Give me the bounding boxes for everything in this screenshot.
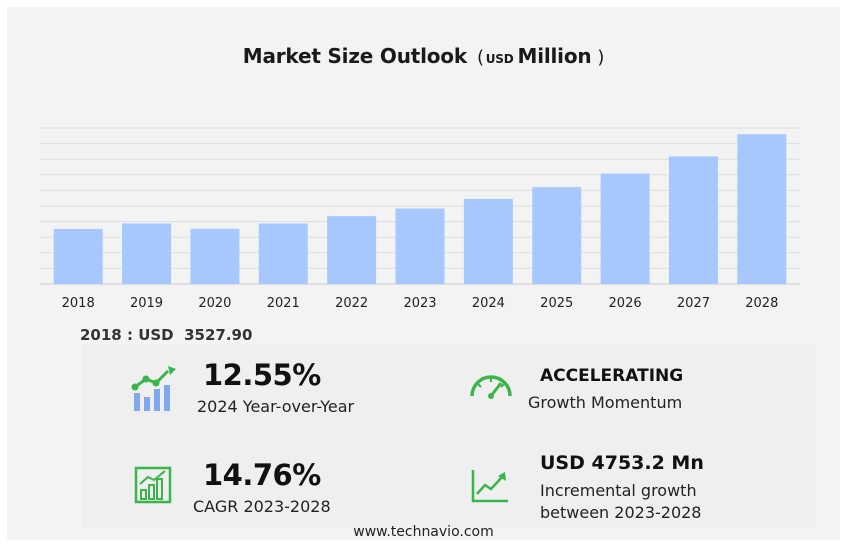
x-tick-label: 2022 [335,296,368,311]
base-year-label: 2018 : USD 3527.90 [80,326,253,344]
x-tick-label: 2028 [745,296,778,311]
bar-growth-icon [131,366,176,411]
x-tick-label: 2019 [130,296,163,311]
bar-chart: 2018 2019 2020 2021 2022 2023 2024 2025 2026 2027… [40,127,800,311]
trend-line-icon [471,470,508,503]
x-tick-label: 2027 [677,296,710,311]
cagr-value: 14.76% [203,458,321,492]
bar-2023 [395,208,445,284]
incremental-value: USD 4753.2 Mn [540,452,704,474]
bar-chart-up-icon [134,466,172,504]
bar-2024 [463,198,513,284]
chart-title-unit-prefix: USD [485,52,514,66]
incremental-label-line1: Incremental growth [540,481,697,500]
yoy-value: 12.55% [203,358,321,392]
bar-2021 [258,223,308,284]
x-tick-label: 2025 [540,296,573,311]
x-tick-label: 2021 [267,296,300,311]
bar-2027 [668,156,718,284]
cagr-label: CAGR 2023-2028 [193,497,331,516]
x-tick-label: 2020 [198,296,231,311]
stats-panel [82,345,816,527]
chart-title-text: Market Size Outlook [242,44,467,68]
bar-2025 [532,187,582,284]
x-tick-label: 2026 [609,296,642,311]
bar-2020 [190,228,240,284]
speedometer-icon [470,375,512,399]
x-tick-label: 2023 [403,296,436,311]
chart-title: Market Size Outlook(USD Million) [242,44,605,68]
incremental-label-line2: between 2023-2028 [540,503,702,522]
bar-2026 [600,173,650,284]
bar-2019 [122,223,172,284]
bar-2018 [53,228,103,284]
x-tick-label: 2018 [62,296,95,311]
bar-2028 [737,134,787,284]
momentum-value: ACCELERATING [540,366,684,386]
footer-url: www.technavio.com [353,524,494,540]
chart-title-unit: Million [517,44,592,68]
x-tick-label: 2024 [472,296,505,311]
bar-2022 [327,216,377,284]
yoy-label: 2024 Year-over-Year [197,397,355,416]
momentum-label: Growth Momentum [528,393,683,412]
